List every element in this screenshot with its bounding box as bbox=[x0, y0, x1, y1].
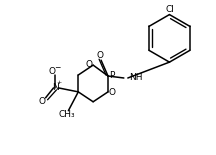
Text: O: O bbox=[108, 88, 116, 97]
Text: O: O bbox=[86, 60, 93, 69]
Text: CH₃: CH₃ bbox=[58, 110, 75, 119]
Text: O: O bbox=[97, 51, 103, 60]
Text: +: + bbox=[57, 80, 62, 85]
Text: NH: NH bbox=[129, 73, 142, 82]
Text: Cl: Cl bbox=[165, 5, 174, 14]
Text: P: P bbox=[109, 71, 115, 80]
Text: O: O bbox=[38, 97, 45, 106]
Text: O: O bbox=[48, 66, 55, 75]
Text: N: N bbox=[52, 83, 59, 92]
Text: −: − bbox=[54, 64, 61, 73]
